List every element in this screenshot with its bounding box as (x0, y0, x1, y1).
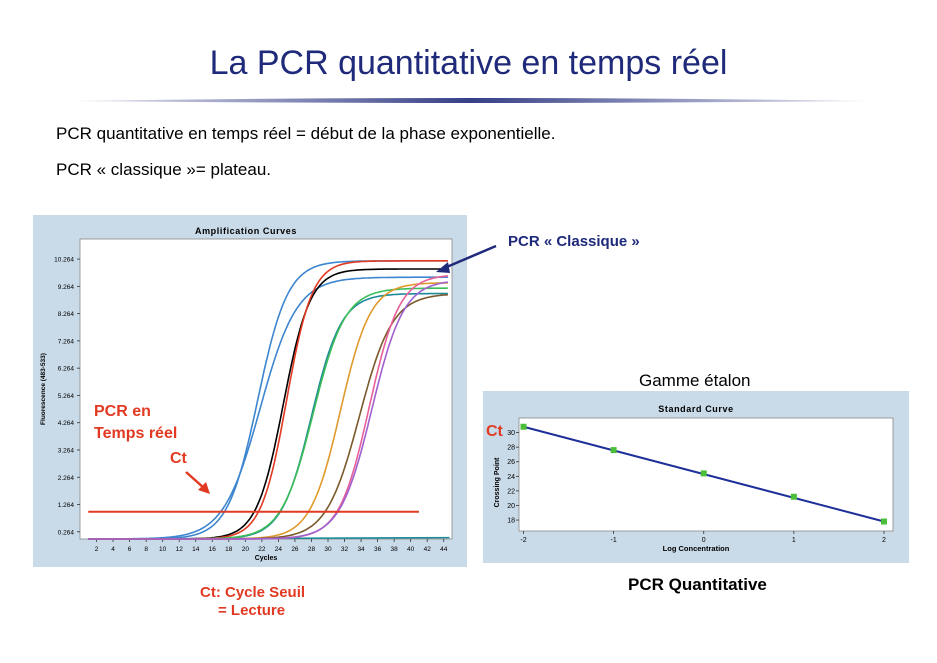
x-tick-label: 2 (882, 537, 886, 544)
y-tick-label: 18 (507, 518, 515, 525)
ct-arrow (185, 471, 210, 494)
y-tick-label: 7.264 (58, 338, 75, 345)
y-tick-label: 6.264 (58, 366, 75, 373)
y-tick-label: 26 (507, 459, 515, 466)
bullet-1: PCR quantitative en temps réel = début d… (56, 124, 556, 143)
x-tick-label: 14 (192, 546, 200, 553)
x-tick-label: 34 (357, 546, 365, 553)
standard-chart-title: Standard Curve (658, 404, 733, 414)
ct-caption-2: = Lecture (218, 602, 286, 619)
y-tick-label: 0.264 (58, 529, 75, 536)
x-tick-label: 8 (144, 546, 148, 553)
x-tick-label: 24 (275, 546, 283, 553)
x-tick-label: -1 (611, 537, 617, 544)
y-tick-label: 1.264 (58, 502, 75, 509)
y-tick-label: 10.264 (54, 257, 74, 264)
slide-title: La PCR quantitative en temps réel (209, 44, 728, 82)
ct-caption-1: Ct: Cycle Seuil (200, 584, 306, 601)
standard-point (880, 518, 887, 525)
x-tick-label: 12 (176, 546, 184, 553)
y-tick-label: 24 (507, 474, 515, 481)
x-tick-label: 1 (792, 537, 796, 544)
y-tick-label: 20 (507, 503, 515, 510)
x-tick-label: 26 (291, 546, 299, 553)
x-axis-label: Log Concentration (663, 544, 730, 553)
y-tick-label: 30 (507, 430, 515, 437)
pcr-temps-reel-label-2: Temps réel (94, 425, 178, 442)
pcr-classique-label: PCR « Classique » (508, 233, 640, 250)
x-tick-label: -2 (520, 537, 526, 544)
pcr-quantitative-label: PCR Quantitative (628, 575, 767, 594)
x-tick-label: 44 (440, 546, 448, 553)
x-tick-label: 16 (209, 546, 217, 553)
x-tick-label: 30 (324, 546, 332, 553)
x-axis-label: Cycles (255, 555, 278, 562)
x-tick-label: 32 (341, 546, 349, 553)
x-tick-label: 0 (702, 537, 706, 544)
x-tick-label: 18 (225, 546, 233, 553)
x-tick-label: 4 (111, 546, 115, 553)
ct-label-amplification: Ct (170, 450, 187, 467)
y-tick-label: 9.264 (58, 284, 75, 291)
x-tick-label: 28 (308, 546, 316, 553)
y-tick-label: 5.264 (58, 393, 75, 400)
y-axis-label: Fluorescence (483-533) (40, 353, 47, 425)
y-tick-label: 28 (507, 445, 515, 452)
pcr-temps-reel-label-1: PCR en (94, 403, 151, 420)
gamme-etalon-label: Gamme étalon (639, 371, 751, 390)
x-tick-label: 22 (258, 546, 266, 553)
standard-point (700, 470, 707, 477)
amplification-chart: Amplification Curves 0.264 1.264 2.264 3.264… (40, 226, 453, 562)
standard-curve-chart: Standard Curve 18 20 22 24 26 28 30 -2 -1 0 1 2 Log C… (494, 404, 894, 553)
amplification-curve-10 (88, 281, 449, 540)
x-tick-label: 38 (391, 546, 399, 553)
y-tick-label: 8.264 (58, 311, 75, 318)
x-tick-label: 36 (374, 546, 382, 553)
y-tick-label: 2.264 (58, 475, 75, 482)
y-tick-label: 22 (507, 488, 515, 495)
standard-point (790, 493, 797, 500)
x-tick-label: 6 (128, 546, 132, 553)
y-tick-label: 3.264 (58, 447, 75, 454)
x-tick-label: 40 (407, 546, 415, 553)
y-axis-label: Crossing Point (494, 457, 501, 507)
title-underline (70, 98, 870, 103)
y-tick-label: 4.264 (58, 420, 75, 427)
x-tick-label: 42 (424, 546, 432, 553)
x-tick-label: 10 (159, 546, 167, 553)
bullet-2: PCR « classique »= plateau. (56, 160, 271, 179)
x-tick-label: 2 (95, 546, 99, 553)
x-tick-label: 20 (242, 546, 250, 553)
classique-arrow (436, 244, 497, 273)
standard-point (610, 447, 617, 454)
ct-label-standard: Ct (486, 423, 503, 440)
standard-point (520, 423, 527, 430)
amplification-chart-title: Amplification Curves (195, 226, 297, 236)
